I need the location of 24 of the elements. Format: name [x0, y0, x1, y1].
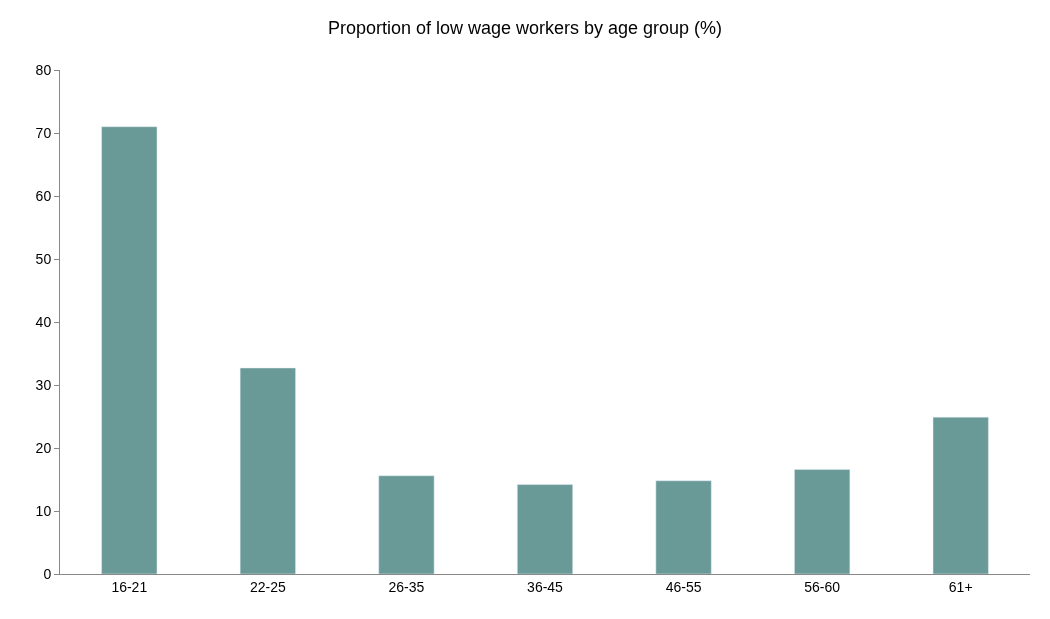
x-tick-label: 16-21 [111, 578, 148, 595]
bar [239, 367, 296, 574]
x-tick-label: 56-60 [804, 578, 841, 595]
y-tick-label: 20 [35, 439, 52, 456]
bar [517, 484, 573, 574]
y-tick-label: 60 [35, 187, 52, 204]
bar [101, 126, 158, 574]
y-tick-label: 50 [35, 250, 52, 267]
x-tick-label: 22-25 [249, 578, 286, 595]
x-tick-label: 26-35 [388, 578, 425, 595]
y-tick-label: 40 [35, 313, 52, 330]
bar [655, 480, 712, 574]
y-tick-label: 80 [35, 61, 52, 78]
y-tick-label: 0 [43, 565, 52, 582]
y-tick-label: 10 [35, 502, 52, 519]
x-tick-label: 36-45 [527, 578, 564, 595]
bar [378, 475, 435, 574]
chart-title: Proportion of low wage workers by age group (%) [327, 18, 723, 39]
bar [932, 416, 989, 574]
bar [794, 469, 851, 574]
y-tick-label: 70 [35, 124, 52, 141]
x-tick-label: 46-55 [665, 578, 702, 595]
x-tick-label: 61+ [948, 578, 973, 595]
y-tick-label: 30 [35, 376, 52, 393]
